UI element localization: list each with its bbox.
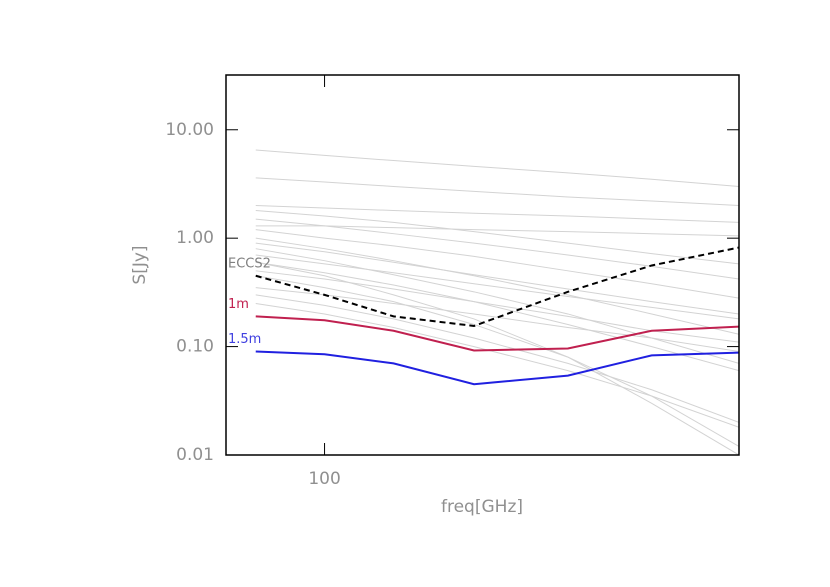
series-label: 1m bbox=[228, 297, 249, 312]
plot-area bbox=[255, 149, 739, 455]
plot-frame bbox=[225, 74, 740, 456]
y-axis-label: S[Jy] bbox=[130, 245, 150, 284]
y-tick-label: 10.00 bbox=[165, 120, 214, 140]
background-line bbox=[255, 242, 739, 315]
background-line bbox=[255, 302, 739, 428]
background-line bbox=[255, 261, 739, 455]
y-tick-label: 1.00 bbox=[176, 228, 214, 248]
y-tick-label: 0.01 bbox=[176, 445, 214, 465]
background-line bbox=[255, 210, 739, 265]
series-label: 1.5m bbox=[228, 332, 261, 347]
background-line bbox=[255, 275, 739, 447]
x-axis-label: freq[GHz] bbox=[441, 497, 523, 517]
background-line bbox=[255, 294, 739, 423]
background-line bbox=[255, 237, 739, 335]
background-line bbox=[255, 149, 739, 187]
background-line bbox=[255, 177, 739, 207]
series-line bbox=[255, 350, 739, 386]
x-tick-label: 100 bbox=[308, 469, 340, 489]
background-line bbox=[255, 205, 739, 223]
series-label: ECCS2 bbox=[228, 256, 271, 271]
background-line bbox=[255, 254, 739, 320]
background-line bbox=[255, 225, 739, 237]
series-line bbox=[255, 246, 739, 327]
series-line bbox=[255, 315, 739, 352]
y-tick-label: 0.10 bbox=[176, 337, 214, 357]
background-line bbox=[255, 229, 739, 299]
